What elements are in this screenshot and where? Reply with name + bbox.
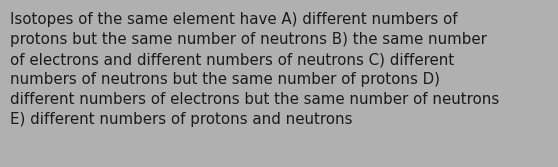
Text: Isotopes of the same element have A) different numbers of
protons but the same n: Isotopes of the same element have A) dif… [10,12,499,127]
